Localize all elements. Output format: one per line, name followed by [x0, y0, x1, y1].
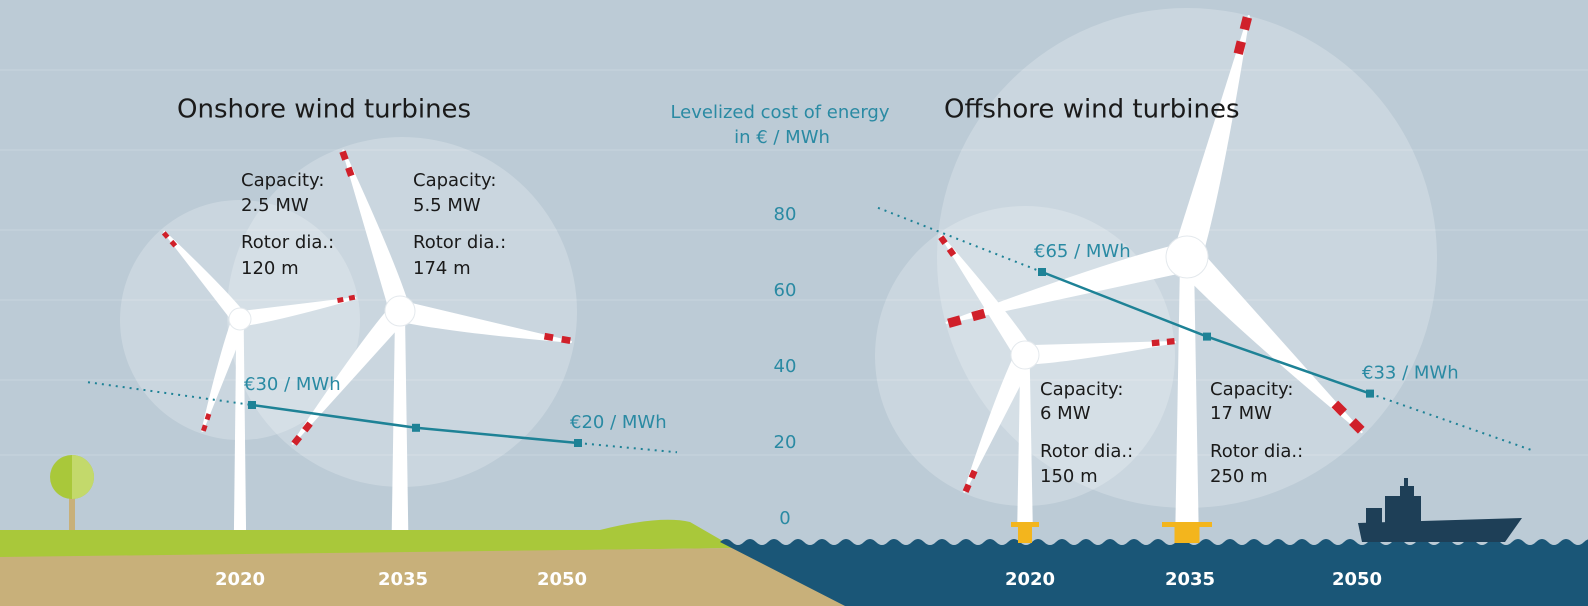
blade-stripe [544, 336, 553, 338]
y-tick-label: 0 [779, 508, 790, 529]
turbine-info: Capacity: [241, 170, 324, 191]
turbine-info: 174 m [413, 258, 471, 279]
data-point [248, 401, 256, 409]
ship-cargo [1385, 496, 1421, 524]
turbine-info: Rotor dia.: [413, 232, 506, 253]
panel-title: Onshore wind turbines [177, 95, 471, 125]
infographic: Levelized cost of energy in € / MWh Onsh… [0, 0, 1588, 606]
turbine-info: 5.5 MW [413, 195, 481, 216]
y-tick-label: 80 [774, 204, 797, 225]
turbine-info: 150 m [1040, 466, 1098, 487]
y-tick-label: 40 [774, 356, 797, 377]
x-tick-label: 2050 [1332, 569, 1382, 590]
turbine-info: Rotor dia.: [241, 232, 334, 253]
blade-stripe [294, 437, 299, 444]
data-point [1038, 268, 1046, 276]
data-point [412, 424, 420, 432]
turbine-info: 120 m [241, 258, 299, 279]
blade-stripe [562, 339, 571, 341]
x-tick-label: 2035 [378, 569, 428, 590]
blade-stripe [1352, 422, 1361, 431]
turbine-info: 2.5 MW [241, 195, 309, 216]
foundation [1018, 527, 1032, 543]
data-point [574, 439, 582, 447]
hub [385, 296, 415, 326]
y-tick-label: 60 [774, 280, 797, 301]
turbine-info: Capacity: [1040, 379, 1123, 400]
hub [1166, 236, 1208, 278]
ship-cabin [1366, 508, 1382, 524]
blade-stripe [1167, 341, 1175, 342]
turbine-info: Rotor dia.: [1040, 441, 1133, 462]
blade-stripe [949, 249, 953, 255]
foundation [1162, 522, 1212, 527]
turbine-info: Rotor dia.: [1210, 441, 1303, 462]
turbine-info: Capacity: [1210, 379, 1293, 400]
blade-stripe [164, 233, 168, 237]
turbine-info: Capacity: [413, 170, 496, 191]
blade-stripe [941, 237, 945, 243]
blade-stripe [343, 152, 346, 160]
blade-stripe [203, 425, 205, 431]
sea [720, 539, 1588, 606]
blade-stripe [349, 297, 355, 298]
blade-stripe [305, 424, 310, 431]
blade-stripe [1244, 17, 1247, 29]
x-tick-label: 2050 [537, 569, 587, 590]
panel-title: Offshore wind turbines [944, 95, 1240, 125]
turbine-info: 250 m [1210, 466, 1268, 487]
blade-stripe [1238, 42, 1241, 54]
blade-stripe [348, 168, 351, 176]
data-point [1366, 390, 1374, 398]
blade-stripe [966, 485, 969, 492]
foundation [1175, 527, 1200, 543]
value-label: €65 / MWh [1034, 241, 1131, 262]
turbine-info: 17 MW [1210, 403, 1272, 424]
value-label: €30 / MWh [244, 374, 341, 395]
blade-stripe [1152, 343, 1160, 344]
turbine-info: 6 MW [1040, 403, 1091, 424]
blade-stripe [948, 320, 960, 323]
blade-stripe [207, 414, 209, 420]
y-axis-label: Levelized cost of energy [670, 102, 889, 123]
x-tick-label: 2035 [1165, 569, 1215, 590]
x-tick-label: 2020 [215, 569, 265, 590]
blade-stripe [972, 471, 975, 478]
blade-stripe [973, 313, 985, 316]
blade-stripe [337, 299, 343, 300]
blade-stripe [1335, 404, 1344, 413]
hub [229, 308, 251, 330]
y-axis-unit: in € / MWh [734, 127, 830, 148]
y-tick-label: 20 [774, 432, 797, 453]
foundation [1011, 522, 1039, 527]
blade-stripe [171, 242, 175, 246]
value-label: €33 / MWh [1362, 363, 1459, 384]
value-label: €20 / MWh [570, 412, 667, 433]
hub [1011, 341, 1039, 369]
ship-mast [1404, 478, 1408, 488]
x-tick-label: 2020 [1005, 569, 1055, 590]
data-point [1203, 333, 1211, 341]
